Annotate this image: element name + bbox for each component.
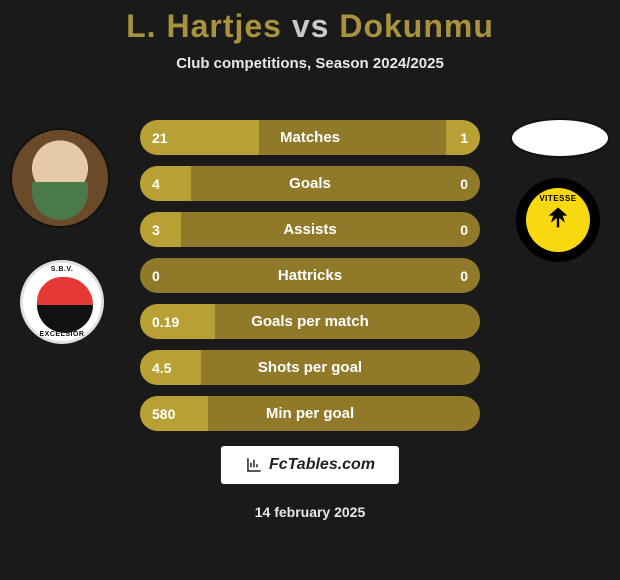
club-left-bottom-text: EXCELSIOR [23, 331, 101, 338]
club-badge-right: VITESSE [516, 178, 600, 262]
stat-value-right: 1 [408, 130, 468, 146]
club-left-top-text: S.B.V. [23, 266, 101, 273]
stat-row: 4.5Shots per goal [140, 350, 480, 385]
date-line: 14 february 2025 [0, 504, 620, 520]
stat-value-left: 4 [152, 176, 212, 192]
stat-value-right: 0 [408, 222, 468, 238]
stat-row: 4Goals0 [140, 166, 480, 201]
stat-label: Goals per match [212, 313, 408, 330]
player2-name: Dokunmu [339, 8, 494, 44]
stat-row: 3Assists0 [140, 212, 480, 247]
vs-separator: vs [292, 8, 330, 44]
branding-badge: FcTables.com [221, 446, 399, 484]
stat-label: Goals [212, 175, 408, 192]
stat-label: Min per goal [212, 405, 408, 422]
stat-value-left: 580 [152, 406, 212, 422]
stat-value-left: 0.19 [152, 314, 212, 330]
stats-bars: 21Matches14Goals03Assists00Hattricks00.1… [140, 120, 480, 442]
subtitle: Club competitions, Season 2024/2025 [0, 55, 620, 72]
stat-row: 0Hattricks0 [140, 258, 480, 293]
stat-value-right: 0 [408, 268, 468, 284]
stat-value-left: 21 [152, 130, 212, 146]
eagle-icon [544, 204, 572, 237]
stat-row: 580Min per goal [140, 396, 480, 431]
stat-label: Hattricks [212, 267, 408, 284]
stat-value-left: 3 [152, 222, 212, 238]
club-badge-left: S.B.V. EXCELSIOR [20, 260, 104, 344]
stat-value-left: 4.5 [152, 360, 212, 376]
club-right-label: VITESSE [539, 194, 576, 203]
header: L. Hartjes vs Dokunmu Club competitions,… [0, 0, 620, 72]
stat-value-right: 0 [408, 176, 468, 192]
branding-text: FcTables.com [269, 456, 375, 474]
stat-label: Matches [212, 129, 408, 146]
stat-row: 0.19Goals per match [140, 304, 480, 339]
player1-avatar [10, 128, 110, 228]
stat-label: Assists [212, 221, 408, 238]
page-title: L. Hartjes vs Dokunmu [0, 8, 620, 45]
chart-icon [245, 456, 263, 474]
stat-label: Shots per goal [212, 359, 408, 376]
stat-row: 21Matches1 [140, 120, 480, 155]
stat-value-left: 0 [152, 268, 212, 284]
player1-name: L. Hartjes [126, 8, 282, 44]
player2-avatar [510, 118, 610, 158]
